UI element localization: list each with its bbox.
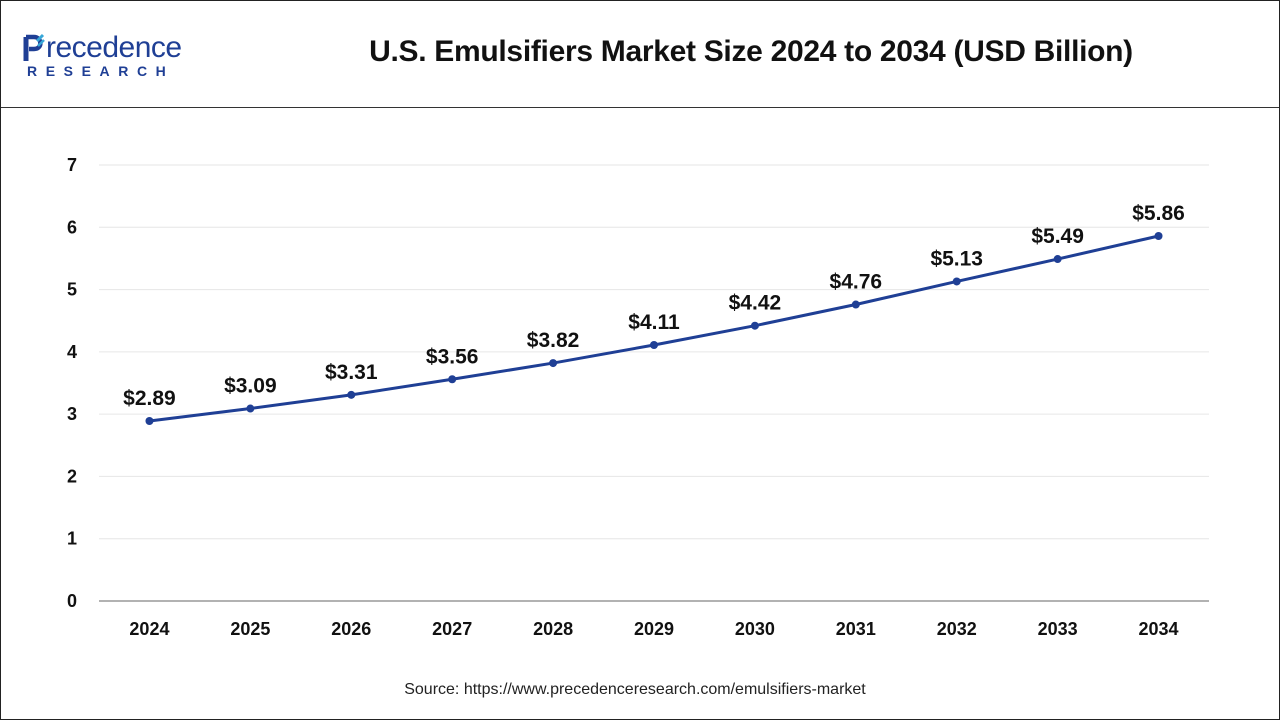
y-tick-label: 4 [67,342,77,362]
logo-p-icon [23,33,45,61]
line-chart: 0 1 2 3 4 5 6 7 2024 2025 2026 2027 2028 2029 2030 2031… [67,155,1209,639]
data-label: $5.13 [930,247,983,270]
x-tick-label: 2033 [1038,619,1078,639]
data-point [549,359,558,368]
y-tick-label: 1 [67,529,77,549]
source-note: Source: https://www.precedenceresearch.c… [404,681,866,698]
logo-subtitle: RESEARCH [27,63,175,79]
data-point [448,375,457,384]
x-tick-label: 2025 [230,619,270,639]
data-point [750,321,759,330]
data-point [650,341,658,350]
y-tick-label: 0 [67,591,77,611]
x-tick-label: 2027 [432,619,472,639]
brand-logo: recedence RESEARCH [23,27,223,87]
data-label: $3.09 [224,375,277,398]
y-tick-label: 2 [67,466,77,486]
data-point [851,300,860,309]
header: recedence RESEARCH U.S. Emulsifiers Mark… [1,1,1279,108]
y-tick-label: 7 [67,155,77,175]
data-point [347,390,356,399]
data-point [1154,232,1163,241]
x-tick-label: 2026 [331,619,371,639]
data-point [1053,255,1062,264]
x-tick-label: 2028 [533,619,573,639]
logo-wordmark: recedence [46,31,182,64]
data-label: $3.56 [426,345,479,368]
data-label: $2.89 [123,387,176,410]
data-label: $4.11 [628,311,680,334]
x-tick-label: 2031 [836,619,876,639]
data-point [145,416,154,425]
data-label: $3.31 [325,361,378,384]
data-label: $5.86 [1132,202,1185,225]
x-tick-label: 2032 [937,619,977,639]
y-tick-label: 6 [67,217,77,237]
data-label: $3.82 [527,329,580,352]
x-tick-label: 2029 [634,619,674,639]
data-label: $4.76 [830,271,883,294]
y-tick-label: 5 [67,280,77,300]
data-point [246,404,255,413]
y-tick-label: 3 [67,404,77,424]
x-tick-label: 2034 [1139,619,1179,639]
data-label: $4.42 [729,292,782,315]
data-label: $5.49 [1031,225,1084,248]
x-tick-label: 2024 [129,619,169,639]
data-point [952,277,961,286]
x-tick-label: 2030 [735,619,775,639]
chart-title: U.S. Emulsifiers Market Size 2024 to 203… [369,35,1133,68]
